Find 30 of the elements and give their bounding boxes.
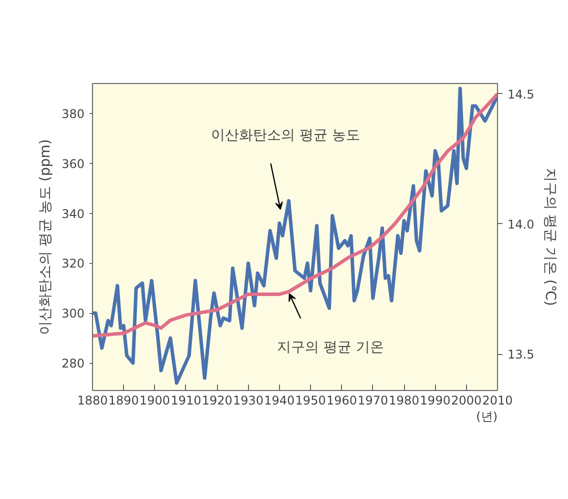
y-tick-label: 300 xyxy=(62,306,84,321)
x-axis-title: (년) xyxy=(476,410,498,424)
y2-axis-title: 지구의 평균 기온 (℃) xyxy=(542,168,558,306)
x-tick-label: 1910 xyxy=(170,394,202,408)
x-tick-label: 1980 xyxy=(388,394,420,408)
y-tick-label: 380 xyxy=(62,106,84,121)
y-tick-label: 280 xyxy=(62,356,84,371)
x-tick-label: 1970 xyxy=(358,394,388,408)
y2-tick-label: 14.0 xyxy=(508,217,534,232)
x-tick-label: 2010 xyxy=(482,394,513,408)
y-tick-label: 360 xyxy=(62,156,84,171)
y-tick-label: 320 xyxy=(62,256,84,271)
x-tick-label: 1880 xyxy=(77,394,108,408)
x-tick-label: 1920 xyxy=(202,394,232,408)
x-tick-label: 1960 xyxy=(326,394,358,408)
x-tick-label: 1940 xyxy=(264,394,295,408)
annotation: 이산화탄소의 평균 농도 xyxy=(211,128,360,144)
x-tick-label: 1990 xyxy=(420,394,450,408)
y2-tick-label: 13.5 xyxy=(508,348,534,362)
line-series xyxy=(92,92,498,338)
x-tick-label: 1950 xyxy=(295,394,326,408)
line-series xyxy=(92,86,498,385)
x-tick-label: 2000 xyxy=(451,394,482,408)
y2-tick-label: 14.5 xyxy=(508,87,534,102)
annotation: 지구의 평균 기온 xyxy=(277,340,384,356)
x-tick-label: 1890 xyxy=(108,394,139,408)
y-tick-label: 340 xyxy=(62,206,84,221)
x-tick-label: 1900 xyxy=(140,394,170,408)
y-axis-title: 이산화탄소의 평균 농도 (ppm) xyxy=(38,139,54,335)
x-tick-label: 1930 xyxy=(233,394,264,408)
